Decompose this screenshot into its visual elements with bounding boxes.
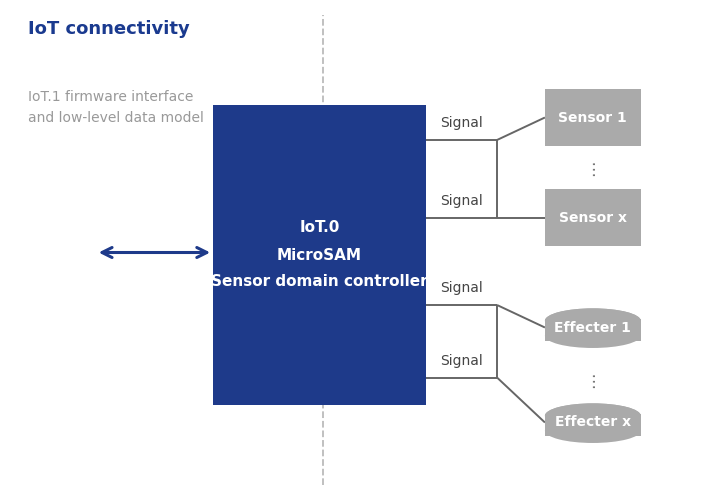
Text: Signal: Signal	[440, 116, 483, 130]
Text: Sensor x: Sensor x	[559, 210, 627, 224]
Text: Effecter x: Effecter x	[555, 416, 631, 430]
Bar	[213, 105, 426, 405]
Ellipse shape	[545, 308, 640, 333]
Ellipse shape	[545, 323, 640, 348]
Text: ⋯: ⋯	[584, 159, 602, 176]
Ellipse shape	[545, 418, 640, 443]
Text: Effecter 1: Effecter 1	[555, 320, 631, 334]
Bar	[545, 318, 640, 341]
Text: Signal: Signal	[440, 281, 483, 295]
Ellipse shape	[545, 404, 640, 428]
Bar	[545, 414, 640, 436]
Text: Signal: Signal	[440, 354, 483, 368]
Ellipse shape	[545, 308, 640, 333]
Text: Sensor 1: Sensor 1	[559, 110, 627, 124]
Text: ⋯: ⋯	[584, 372, 602, 388]
Ellipse shape	[545, 404, 640, 428]
Bar	[545, 189, 640, 246]
Bar	[545, 89, 640, 146]
Text: IoT.0
MicroSAM
Sensor domain controller: IoT.0 MicroSAM Sensor domain controller	[211, 220, 428, 290]
Text: IoT connectivity: IoT connectivity	[28, 20, 190, 38]
Text: Signal: Signal	[440, 194, 483, 207]
Text: IoT.1 firmware interface
and low-level data model: IoT.1 firmware interface and low-level d…	[28, 90, 204, 124]
